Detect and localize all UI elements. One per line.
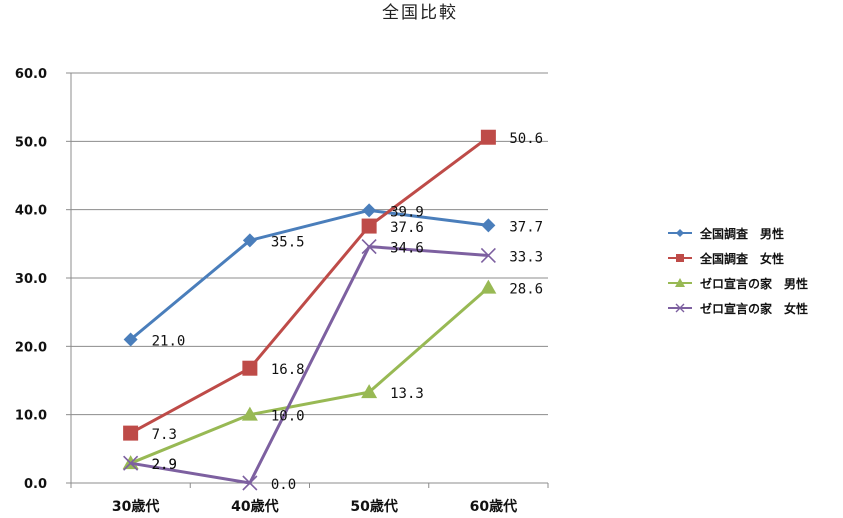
data-label: 7.3 — [152, 427, 177, 443]
legend-label: 全国調査 男性 — [699, 226, 784, 241]
data-point-square — [123, 425, 139, 441]
legend-marker-triangle — [675, 278, 685, 287]
data-label: 37.7 — [509, 219, 543, 235]
data-point-triangle — [241, 406, 258, 421]
data-label: 35.5 — [271, 234, 305, 250]
data-label: 39.9 — [390, 204, 424, 220]
x-tick-label: 50歳代 — [350, 498, 397, 515]
x-tick-label: 60歳代 — [470, 498, 517, 515]
data-label: 34.6 — [390, 241, 424, 257]
data-label: 21.0 — [152, 334, 186, 350]
data-label: 10.0 — [271, 409, 305, 425]
legend-label: 全国調査 女性 — [699, 251, 784, 266]
data-label: 33.3 — [509, 249, 543, 265]
data-label: 2.9 — [152, 457, 177, 473]
data-point-diamond — [481, 218, 496, 233]
chart-title: 全国比較 — [382, 3, 458, 23]
data-label: 37.6 — [390, 220, 424, 236]
data-label: 28.6 — [509, 282, 543, 298]
y-axis-ticks: 0.0 10.0 20.0 30.0 40.0 50.0 60.0 — [15, 67, 47, 492]
y-tick-label: 30.0 — [15, 272, 47, 287]
legend-marker-x — [675, 303, 685, 313]
legend-marker-diamond — [676, 229, 684, 237]
data-point-diamond — [242, 233, 257, 248]
y-tick-label: 10.0 — [15, 409, 47, 424]
legend-label: ゼロ宣言の家 男性 — [700, 276, 808, 291]
data-point-diamond — [362, 203, 377, 218]
y-tick-label: 0.0 — [24, 477, 47, 492]
data-labels: 21.0 35.5 39.9 37.7 7.3 16.8 37.6 50.6 2.9 10.0 13… — [152, 131, 543, 493]
data-label: 2.9 — [152, 457, 177, 473]
y-tick-label: 20.0 — [15, 340, 47, 355]
data-label: 16.8 — [271, 362, 305, 378]
series-line — [130, 245, 489, 485]
data-point-triangle — [361, 384, 378, 399]
data-label: 50.6 — [509, 131, 543, 147]
y-tick-label: 40.0 — [15, 204, 47, 219]
x-tick-label: 30歳代 — [112, 498, 159, 515]
data-point-square — [480, 129, 496, 145]
data-point-triangle — [480, 279, 497, 294]
series-line — [129, 208, 489, 341]
data-label: 0.0 — [271, 477, 296, 493]
series-line — [130, 286, 490, 465]
data-point-x — [480, 247, 496, 264]
data-point-diamond — [123, 332, 138, 347]
data-point-x — [361, 239, 377, 255]
data-point-square — [361, 218, 377, 234]
gridlines — [71, 72, 548, 416]
y-tick-label: 60.0 — [15, 67, 47, 82]
data-point-x — [242, 475, 258, 491]
axes — [66, 72, 549, 488]
y-tick-label: 50.0 — [15, 135, 47, 150]
legend-marker-square — [676, 254, 684, 262]
series-group — [122, 129, 497, 491]
data-label: 13.3 — [390, 386, 424, 402]
data-point-x — [123, 455, 139, 471]
series-line — [129, 136, 490, 435]
legend-label: ゼロ宣言の家 女性 — [700, 301, 808, 316]
data-point-square — [242, 360, 258, 376]
x-tick-label: 40歳代 — [231, 498, 278, 515]
x-axis-ticks: 30歳代 40歳代 50歳代 60歳代 — [112, 498, 517, 515]
